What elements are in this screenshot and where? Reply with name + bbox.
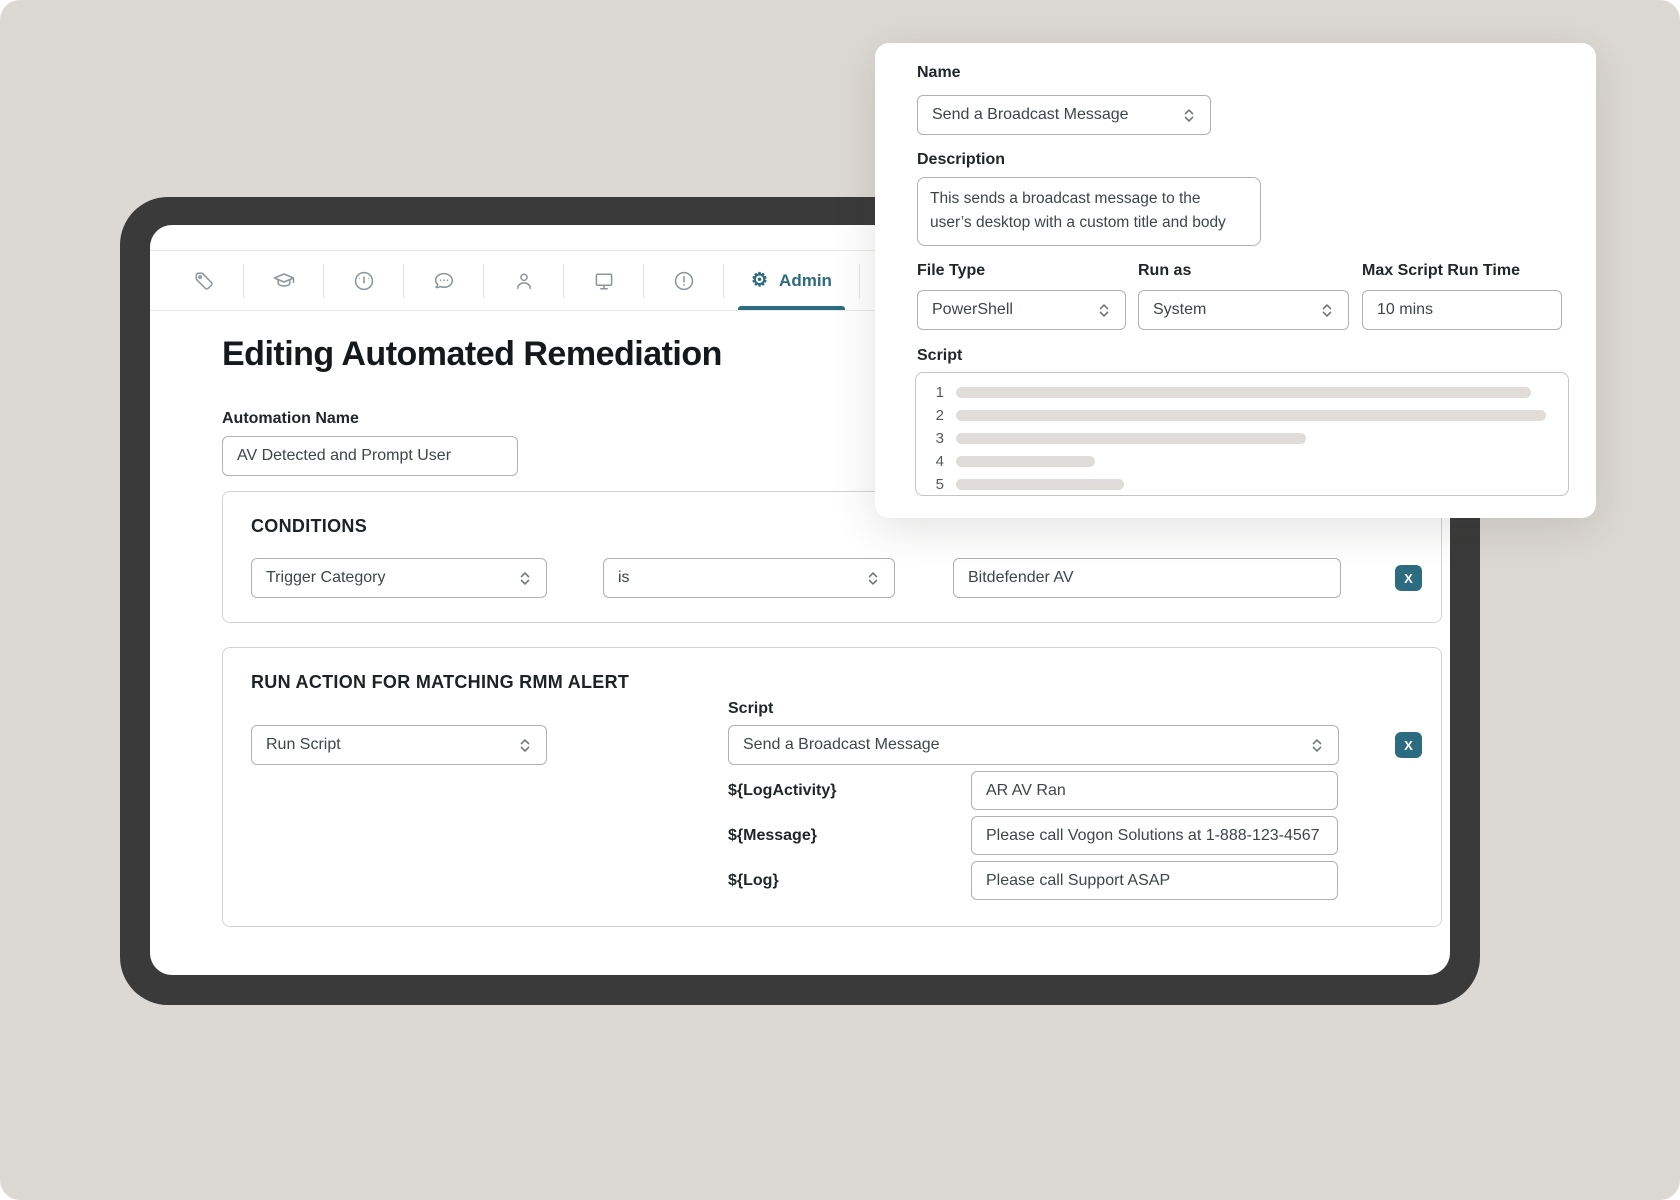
max-run-time-label: Max Script Run Time xyxy=(1362,262,1520,279)
nav-divider xyxy=(723,263,724,298)
browser-top-strip xyxy=(150,225,1450,251)
remove-action-button[interactable]: X xyxy=(1395,732,1422,758)
graduation-cap-icon xyxy=(271,269,297,293)
automation-name-label: Automation Name xyxy=(222,410,359,427)
line-number: 2 xyxy=(935,407,944,424)
script-name-label: Name xyxy=(917,64,961,81)
chevron-updown-icon xyxy=(1184,108,1194,122)
nav-divider xyxy=(563,263,564,298)
nav-tab-devices[interactable] xyxy=(564,251,643,310)
gear-icon: ⚙︎ xyxy=(751,270,769,291)
chat-icon xyxy=(432,269,456,293)
nav-divider xyxy=(243,263,244,298)
condition-field-select[interactable]: Trigger Category xyxy=(251,558,547,598)
code-line: 2 xyxy=(928,404,1568,427)
code-line: 4 xyxy=(928,450,1568,473)
nav-divider xyxy=(323,263,324,298)
monitor-icon xyxy=(592,269,616,293)
param-logactivity-input[interactable]: AR AV Ran xyxy=(971,771,1338,810)
code-line: 1 xyxy=(928,381,1568,404)
script-description-label: Description xyxy=(917,151,1006,168)
active-tab-underline xyxy=(738,306,845,310)
nav-tab-admin[interactable]: ⚙︎ Admin xyxy=(724,251,859,310)
nav-tab-tag[interactable] xyxy=(164,251,243,310)
script-description-textarea[interactable]: This sends a broadcast message to the us… xyxy=(917,177,1261,246)
script-select[interactable]: Send a Broadcast Message xyxy=(728,725,1339,765)
line-number: 1 xyxy=(935,384,944,401)
code-line: 5 xyxy=(928,473,1568,495)
code-placeholder-bar xyxy=(956,479,1124,490)
file-type-select[interactable]: PowerShell xyxy=(917,290,1126,330)
condition-operator-select[interactable]: is xyxy=(603,558,895,598)
tag-icon xyxy=(192,269,216,293)
action-type-select[interactable]: Run Script xyxy=(251,725,547,765)
chevron-updown-icon xyxy=(868,571,878,585)
line-number: 5 xyxy=(935,476,944,493)
automation-name-input[interactable]: AV Detected and Prompt User xyxy=(222,436,518,476)
chevron-updown-icon xyxy=(520,571,530,585)
code-placeholder-bar xyxy=(956,410,1546,421)
code-line: 3 xyxy=(928,427,1568,450)
chevron-updown-icon xyxy=(1312,738,1322,752)
run-action-title: RUN ACTION FOR MATCHING RMM ALERT xyxy=(251,672,630,692)
gauge-icon xyxy=(352,269,376,293)
nav-divider xyxy=(643,263,644,298)
nav-divider xyxy=(483,263,484,298)
run-action-panel: RUN ACTION FOR MATCHING RMM ALERT Run Sc… xyxy=(222,647,1442,927)
nav-tab-dashboard[interactable] xyxy=(324,251,403,310)
file-type-label: File Type xyxy=(917,262,986,279)
run-as-select[interactable]: System xyxy=(1138,290,1349,330)
admin-tab-label: Admin xyxy=(779,270,832,290)
user-icon xyxy=(512,269,536,293)
param-message-input[interactable]: Please call Vogon Solutions at 1-888-123… xyxy=(971,816,1338,855)
conditions-title: CONDITIONS xyxy=(251,516,368,536)
script-code-editor[interactable]: 1 2 3 4 5 xyxy=(915,372,1569,496)
script-body-label: Script xyxy=(917,347,963,364)
alert-icon xyxy=(672,269,696,293)
chevron-updown-icon xyxy=(1322,303,1332,317)
nav-divider xyxy=(403,263,404,298)
code-placeholder-bar xyxy=(956,456,1095,467)
nav-tab-training[interactable] xyxy=(244,251,323,310)
param-message-label: ${Message} xyxy=(728,827,817,844)
page-content: Editing Automated Remediation Automation… xyxy=(150,312,1450,975)
nav-divider xyxy=(858,263,860,298)
param-log-input[interactable]: Please call Support ASAP xyxy=(971,861,1338,900)
remove-condition-button[interactable]: X xyxy=(1395,565,1422,591)
max-run-time-input[interactable]: 10 mins xyxy=(1362,290,1562,330)
condition-value-input[interactable]: Bitdefender AV xyxy=(953,558,1341,598)
param-logactivity-label: ${LogActivity} xyxy=(728,782,837,799)
nav-tab-users[interactable] xyxy=(484,251,563,310)
code-placeholder-bar xyxy=(956,387,1531,398)
line-number: 4 xyxy=(935,453,944,470)
script-select-label: Script xyxy=(728,700,774,717)
page-title: Editing Automated Remediation xyxy=(222,335,722,373)
run-as-label: Run as xyxy=(1138,262,1192,279)
script-name-select[interactable]: Send a Broadcast Message xyxy=(917,95,1211,135)
param-log-label: ${Log} xyxy=(728,872,779,889)
main-navbar: ⚙︎ Admin xyxy=(150,251,1450,311)
line-number: 3 xyxy=(935,430,944,447)
nav-tab-messages[interactable] xyxy=(404,251,483,310)
script-details-dialog: Name Send a Broadcast Message Descriptio… xyxy=(875,43,1596,518)
code-placeholder-bar xyxy=(956,433,1306,444)
chevron-updown-icon xyxy=(520,738,530,752)
nav-tab-alerts[interactable] xyxy=(644,251,723,310)
chevron-updown-icon xyxy=(1099,303,1109,317)
